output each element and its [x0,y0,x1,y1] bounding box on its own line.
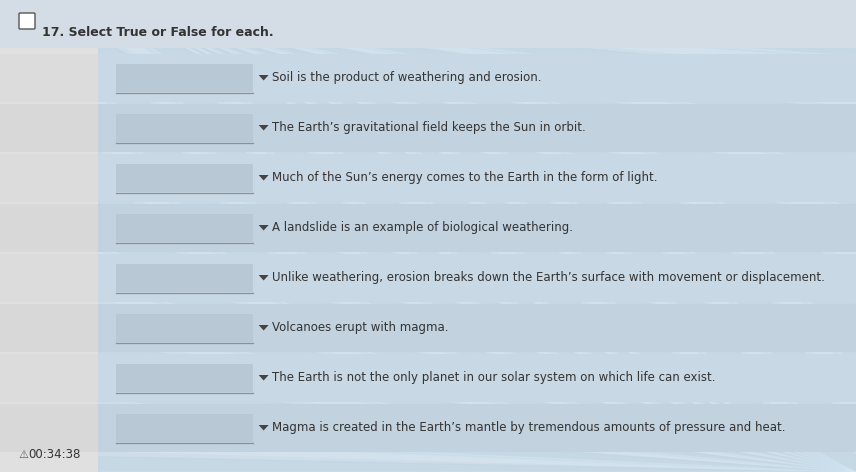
Polygon shape [259,375,269,380]
Bar [116,114,253,142]
Text: 17. Select True or False for each.: 17. Select True or False for each. [42,25,274,39]
Bar [98,54,856,102]
Bar [116,164,253,192]
Text: Volcanoes erupt with magma.: Volcanoes erupt with magma. [272,321,449,335]
Polygon shape [259,75,269,81]
Text: Magma is created in the Earth’s mantle by tremendous amounts of pressure and hea: Magma is created in the Earth’s mantle b… [272,421,786,435]
Bar [98,104,856,152]
Bar [116,214,253,242]
Bar [98,254,856,302]
Polygon shape [259,325,269,330]
Bar [0,304,98,352]
Bar [98,354,856,402]
Polygon shape [259,125,269,130]
Text: 00:34:38: 00:34:38 [28,448,80,462]
Text: A landslide is an example of biological weathering.: A landslide is an example of biological … [272,221,574,235]
Bar [0,204,98,252]
Bar [116,64,253,92]
Polygon shape [259,225,269,230]
Bar [0,104,98,152]
Bar [0,154,98,202]
Bar [0,54,98,102]
Bar [116,414,253,442]
Bar [0,0,98,472]
Bar [116,364,253,392]
Text: ⚠: ⚠ [18,450,28,460]
Bar [98,0,856,472]
Bar [0,0,856,48]
Bar [0,354,98,402]
Text: The Earth is not the only planet in our solar system on which life can exist.: The Earth is not the only planet in our … [272,371,716,385]
Polygon shape [259,275,269,280]
Bar [116,314,253,342]
Bar [98,204,856,252]
FancyBboxPatch shape [19,13,35,29]
Text: The Earth’s gravitational field keeps the Sun in orbit.: The Earth’s gravitational field keeps th… [272,121,586,135]
Bar [98,154,856,202]
Text: Soil is the product of weathering and erosion.: Soil is the product of weathering and er… [272,71,542,84]
Bar [0,254,98,302]
Polygon shape [259,425,269,430]
Bar [0,404,98,452]
Text: Unlike weathering, erosion breaks down the Earth’s surface with movement or disp: Unlike weathering, erosion breaks down t… [272,271,825,285]
Bar [116,264,253,292]
Polygon shape [259,175,269,180]
Text: Much of the Sun’s energy comes to the Earth in the form of light.: Much of the Sun’s energy comes to the Ea… [272,171,657,185]
Bar [98,404,856,452]
Bar [98,304,856,352]
